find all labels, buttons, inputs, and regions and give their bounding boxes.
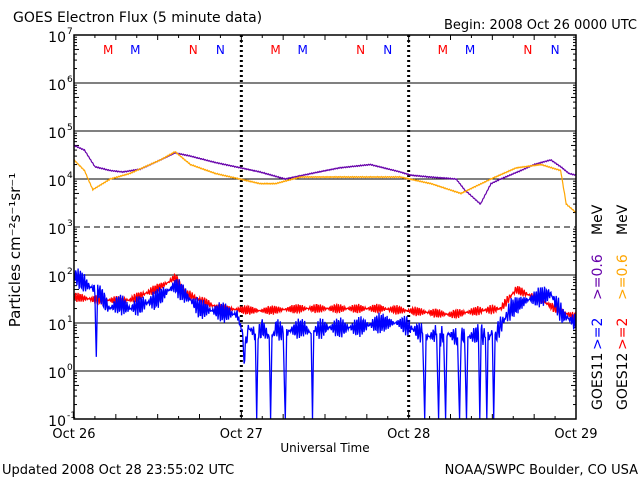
orbit-marker: M (465, 43, 475, 57)
y-tick-label: 10 (48, 30, 66, 46)
orbit-marker: M (103, 43, 113, 57)
legend-goes11-sat: GOES11 (590, 353, 606, 410)
y-tick-exponent: 3 (67, 219, 73, 229)
y-tick-label: 10 (48, 414, 66, 430)
footer-credit: NOAA/SWPC Boulder, CO USA (445, 463, 638, 478)
y-tick-exponent: -1 (67, 411, 76, 421)
orbit-marker: N (523, 43, 532, 57)
y-tick-label: 10 (48, 222, 66, 238)
plot-frame (73, 34, 577, 420)
orbit-marker: N (383, 43, 392, 57)
y-tick-exponent: 5 (67, 123, 73, 133)
series-line-goes12-0-6-mev (74, 151, 576, 213)
x-tick-label: Oct 26 (52, 427, 95, 442)
y-tick-exponent: 0 (67, 363, 73, 373)
y-tick-exponent: 4 (67, 171, 73, 181)
legend-goes12-e1: >=2 (615, 318, 631, 350)
legend-goes12: GOES12 >=2 >=0.6 MeV (615, 204, 631, 410)
y-tick-exponent: 1 (67, 315, 73, 325)
orbit-marker: M (298, 43, 308, 57)
orbit-marker: N (356, 43, 365, 57)
orbit-marker: N (189, 43, 198, 57)
y-tick-label: 10 (48, 366, 66, 382)
footer-updated: Updated 2008 Oct 28 23:55:02 UTC (2, 463, 234, 478)
legend-goes11-e2: >=0.6 (590, 254, 606, 300)
orbit-marker: M (130, 43, 140, 57)
legend-goes11-e1: >=2 (590, 318, 606, 350)
y-tick-label: 10 (48, 270, 66, 286)
series-line-goes12-2-mev (74, 272, 576, 322)
legend-goes11: GOES11 >=2 >=0.6 MeV (590, 204, 606, 410)
y-axis-label: Particles cm⁻²s⁻¹sr⁻¹ (6, 173, 24, 327)
legend-goes11-unit: MeV (590, 204, 606, 235)
legend-goes12-sat: GOES12 (615, 353, 631, 410)
legend-goes12-unit: MeV (615, 204, 631, 235)
orbit-marker: M (438, 43, 448, 57)
y-tick-label: 10 (48, 174, 66, 190)
x-axis-label: Universal Time (280, 441, 369, 455)
y-tick-exponent: 7 (67, 27, 73, 37)
orbit-marker: N (551, 43, 560, 57)
orbit-marker: N (216, 43, 225, 57)
orbit-marker: M (270, 43, 280, 57)
y-tick-exponent: 2 (67, 267, 73, 277)
x-tick-label: Oct 27 (220, 427, 263, 442)
series-line-goes11-2-mev (74, 268, 576, 419)
chart-title: GOES Electron Flux (5 minute data) (13, 10, 262, 26)
y-tick-label: 10 (48, 318, 66, 334)
y-tick-label: 10 (48, 78, 66, 94)
legend-goes12-e2: >=0.6 (615, 254, 631, 300)
y-tick-label: 10 (48, 126, 66, 142)
begin-label: Begin: 2008 Oct 26 0000 UTC (444, 18, 637, 33)
y-tick-exponent: 6 (67, 75, 73, 85)
x-tick-label: Oct 29 (554, 427, 597, 442)
x-tick-label: Oct 28 (387, 427, 430, 442)
